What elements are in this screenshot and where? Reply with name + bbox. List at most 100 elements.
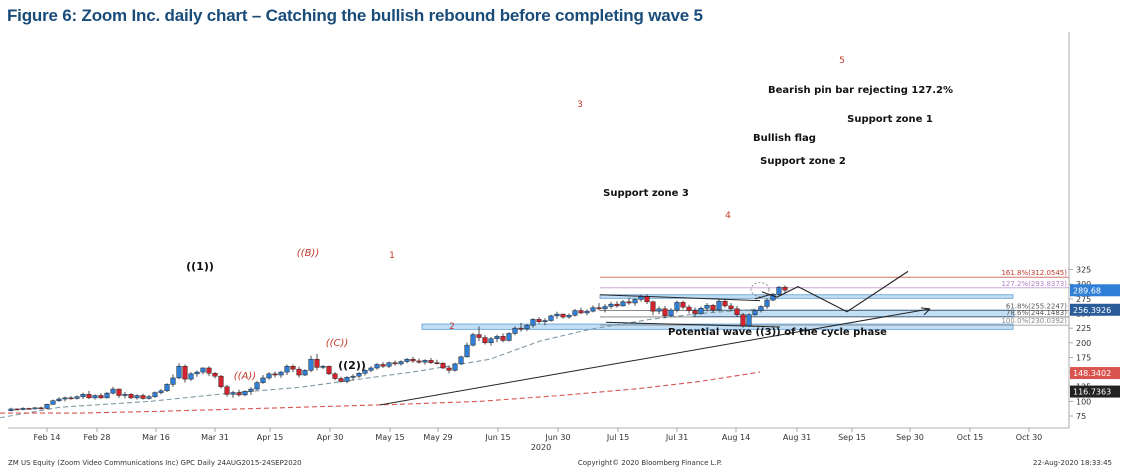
support-zone-label: Support zone 3 [603,188,689,199]
candle-body [746,314,752,327]
candle-body [266,373,272,379]
candle-body [308,358,314,371]
x-tick-label: Feb 28 [84,433,111,442]
x-tick-label: Aug 14 [722,433,750,442]
candle-body [200,367,206,373]
x-tick-label: Jun 30 [544,433,570,442]
candle-body [158,390,164,393]
candle-body [758,306,764,311]
candle-body [608,303,614,307]
trend-line [599,294,761,302]
candle-body [692,310,698,314]
candle-body [584,310,590,314]
candle-body [704,305,710,309]
chart-annotation: Potential wave ((3)) of the cycle phase [668,327,887,338]
candle-body [440,363,446,369]
candle-body [668,309,674,317]
chart-annotation: Bullish flag [753,133,816,144]
candle-body [320,365,326,368]
candle-body [716,300,722,311]
fib-label: 78.6%(244.1483) [1006,309,1067,317]
candlesticks [8,285,788,412]
candle-body [686,306,692,311]
candle-body [530,319,536,326]
candle-body [518,327,524,330]
candle-body [410,358,416,362]
candle-body [140,395,146,399]
candle-body [422,360,428,363]
pin-bar-highlight [750,282,770,297]
candle-body [548,315,554,321]
candle-body [590,307,596,312]
candle-body [368,367,374,371]
moving-averages [0,308,761,419]
support-zones: Support zone 1 Support zone 2 Support zone… [421,114,1015,330]
candle-body [260,377,266,383]
candle-body [770,293,776,301]
x-tick-label: May 15 [375,433,404,442]
candle-body [566,315,572,318]
price-tag [1070,284,1120,297]
candle-body [722,300,728,307]
candle-body [488,338,494,344]
candle-body [602,306,608,310]
moving-average-slow [0,371,761,414]
candle-body [764,299,770,307]
candle-body [182,365,188,380]
candle-body [254,382,260,390]
y-tick-label: 200 [1076,339,1091,348]
x-tick-label: Apr 30 [317,433,344,442]
price-tag-label: 148.3402 [1073,369,1111,378]
candle-body [374,364,380,369]
candle-body [356,373,362,377]
projection-line [761,270,909,313]
candle-body [26,408,32,410]
wave-label: 2 [449,322,455,332]
candle-body [152,392,158,397]
figure-title: Figure 6: Zoom Inc. daily chart – Catchi… [7,6,703,25]
candle-body [614,303,620,307]
y-axis: 75100125150175200225250275300325289.6825… [8,32,1120,429]
wave-label-major: ((2)) [338,359,366,372]
trend-arrowhead [920,307,931,316]
candle-body [344,377,350,382]
candle-body [578,310,584,314]
y-tick-label: 100 [1076,397,1091,406]
x-tick-label: Apr 15 [257,433,284,442]
candle-body [434,362,440,364]
candle-body [362,370,368,374]
candle-body [206,367,212,374]
candle-body [386,362,392,367]
wave-label-minor: ((A)) [234,371,256,382]
candle-body [326,365,332,375]
y-tick-label: 75 [1076,412,1086,421]
candle-body [338,378,344,382]
wave-label: 3 [577,100,583,110]
candle-body [494,336,500,339]
candle-body [482,337,488,344]
support-zone-1 [599,294,1014,299]
price-tag-label: 289.68 [1073,286,1101,295]
x-axis: Feb 14 Feb 28 Mar 16 Mar 31 Apr 15 Apr 30 May … [34,428,1042,452]
candle-body [128,394,134,399]
x-tick-label: Jul 15 [606,433,629,442]
candle-body [68,397,74,400]
x-tick-label: May 29 [423,433,452,442]
x-tick-label: Mar 16 [142,433,170,442]
candle-body [116,388,122,396]
candle-body [596,307,602,310]
y-tick-label: 275 [1076,295,1091,304]
candle-body [170,377,176,385]
candle-body [644,296,650,303]
candle-body [290,365,296,370]
candle-body [32,407,38,410]
candle-body [146,396,152,399]
candle-body [134,395,140,399]
year-label: 2020 [531,443,551,452]
candle-body [698,307,704,314]
candle-body [176,365,182,379]
chart-annotation: Bearish pin bar rejecting 127.2% [768,85,953,96]
candle-body [464,344,470,358]
trend-lines [379,293,931,406]
